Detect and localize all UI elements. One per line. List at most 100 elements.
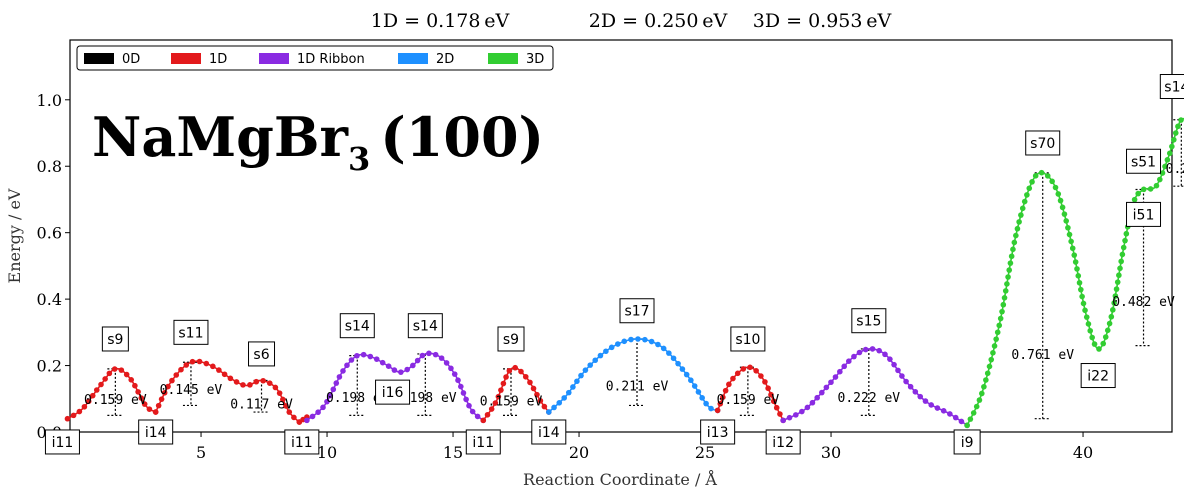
data-point	[76, 408, 83, 415]
data-point	[882, 351, 888, 358]
state-label-text: s15	[856, 314, 881, 330]
data-point	[648, 338, 655, 345]
state-label-text: i11	[472, 435, 494, 451]
data-point	[666, 350, 672, 356]
data-point	[895, 367, 901, 374]
data-point	[587, 362, 594, 368]
data-point	[419, 352, 426, 359]
data-point	[934, 405, 941, 411]
data-point	[1080, 300, 1087, 307]
data-point	[793, 412, 799, 418]
data-point	[582, 367, 589, 373]
data-point	[438, 355, 445, 361]
data-point	[1123, 230, 1130, 237]
data-point	[990, 350, 996, 356]
state-label: s148	[1159, 74, 1184, 100]
legend-swatch-1d-ribbon	[259, 53, 289, 64]
state-label-box	[339, 313, 375, 339]
data-point	[683, 371, 690, 378]
data-point	[488, 406, 495, 412]
state-label: s15	[851, 308, 887, 334]
data-point	[1116, 272, 1122, 279]
y-tick-label: 0.4	[37, 290, 62, 309]
state-label: s70	[1025, 130, 1061, 156]
state-label-box	[375, 379, 411, 405]
x-tick-label: 20	[569, 443, 589, 462]
data-point	[814, 394, 820, 401]
data-point	[983, 377, 989, 383]
data-point	[85, 398, 92, 405]
barrier-value-label: 0.159 eV	[84, 393, 147, 408]
data-point	[691, 383, 698, 389]
data-point	[1019, 205, 1026, 212]
state-label: i11	[44, 429, 80, 455]
data-point	[161, 389, 168, 396]
state-label-text: i22	[1087, 369, 1109, 385]
data-point	[786, 414, 793, 421]
data-point	[286, 409, 293, 415]
data-point	[98, 381, 104, 388]
data-point	[720, 394, 726, 400]
data-point	[379, 359, 386, 366]
data-point	[556, 399, 563, 406]
data-point	[315, 409, 321, 416]
state-label: s14	[339, 313, 375, 339]
state-label-box	[1025, 130, 1061, 156]
data-point	[1065, 224, 1071, 231]
legend-entries: 0D 1D 1D Ribbon 2D 3D	[84, 52, 544, 67]
data-point	[642, 336, 648, 343]
data-point	[283, 403, 289, 409]
x-tick-label: 15	[443, 443, 463, 462]
data-point	[141, 401, 148, 407]
data-point	[280, 396, 286, 403]
data-point	[688, 377, 694, 384]
data-point	[500, 380, 507, 387]
data-point	[118, 367, 125, 373]
data-point	[999, 308, 1005, 315]
data-point	[717, 401, 724, 407]
data-point	[506, 367, 513, 374]
state-label: s14	[407, 313, 443, 339]
data-point	[158, 396, 165, 402]
data-point	[1120, 244, 1127, 251]
data-point	[260, 377, 266, 384]
barrier-value-label: 0.482 eV	[1112, 295, 1175, 310]
data-point	[1122, 237, 1128, 244]
data-point	[503, 374, 509, 380]
data-point	[463, 396, 469, 403]
data-point	[608, 344, 615, 351]
energy-curves	[64, 117, 1184, 429]
data-point	[1000, 301, 1007, 308]
data-point	[952, 414, 959, 421]
data-point	[354, 352, 360, 359]
data-point	[1011, 239, 1018, 246]
data-point	[819, 389, 825, 396]
x-tick-label: 30	[821, 443, 841, 462]
data-point	[984, 370, 991, 377]
data-point	[398, 369, 404, 375]
data-point	[336, 374, 343, 380]
data-point	[373, 356, 380, 362]
data-point	[565, 389, 572, 396]
data-point	[324, 398, 330, 405]
state-label: i51	[1126, 201, 1162, 227]
data-point	[1074, 266, 1080, 272]
data-point	[1082, 307, 1088, 314]
data-point	[169, 377, 175, 384]
data-point	[70, 412, 77, 419]
data-point	[592, 357, 599, 364]
data-point	[102, 376, 108, 382]
state-label-box	[1126, 201, 1162, 227]
data-point	[765, 385, 771, 392]
energy-curve-2d	[548, 338, 718, 413]
state-label: i14	[138, 419, 174, 445]
data-point	[845, 358, 852, 365]
data-point	[404, 366, 411, 373]
x-axis-label: Reaction Coordinate / Å	[523, 469, 717, 489]
data-point	[469, 408, 476, 415]
data-point	[1005, 274, 1011, 280]
data-point	[679, 366, 686, 372]
data-point	[173, 372, 180, 378]
data-point	[804, 404, 811, 411]
data-point	[333, 380, 340, 386]
